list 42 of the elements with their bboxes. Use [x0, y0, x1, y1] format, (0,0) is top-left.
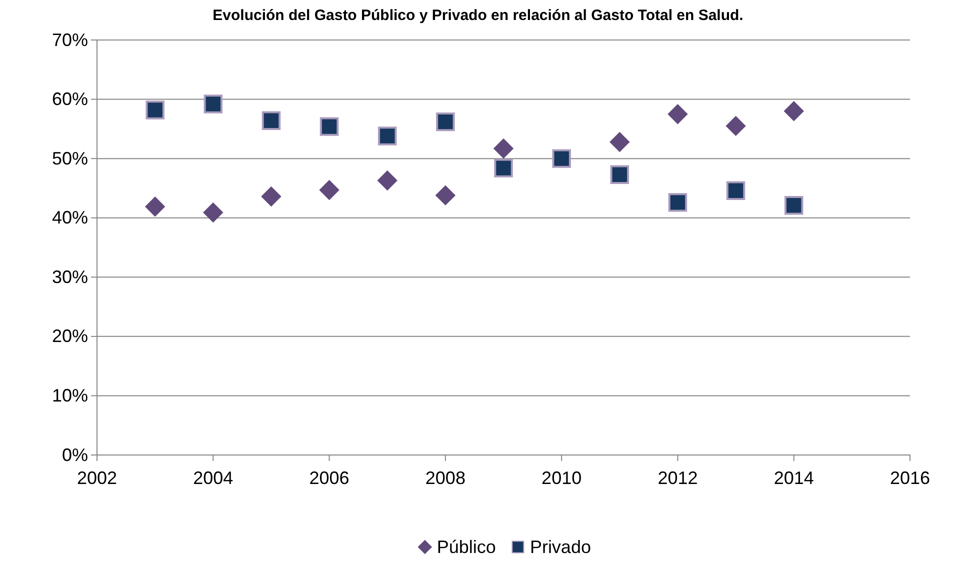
x-tick-label: 2012 [658, 468, 698, 488]
legend-label: Público [436, 537, 496, 557]
point [726, 116, 746, 136]
point [435, 185, 456, 206]
y-tick-label: 60% [52, 89, 88, 110]
y-tick-label: 30% [52, 266, 88, 287]
point [378, 126, 397, 146]
y-tick-label: 10% [52, 385, 88, 406]
point [261, 186, 282, 207]
y-tick-label: 20% [52, 326, 88, 346]
point [493, 138, 514, 159]
x-tick-label: 2016 [890, 468, 930, 488]
point [146, 100, 164, 120]
point [668, 104, 688, 124]
chart-title: Evolución del Gasto Público y Privado en relación al Gasto Total en Salud. [212, 7, 744, 24]
x-tick-label: 2010 [542, 468, 582, 488]
y-tick-label: 0% [62, 444, 88, 465]
point [784, 196, 804, 215]
x-tick-label: 2002 [76, 468, 118, 488]
point [377, 170, 398, 191]
x-tick-label: 2006 [309, 468, 350, 488]
point [436, 112, 455, 132]
x-tick-label: 2004 [193, 468, 234, 488]
y-tick-label: 50% [52, 148, 88, 168]
point [320, 117, 339, 136]
x-tick-label: 2014 [774, 468, 814, 488]
point [494, 158, 513, 178]
point [610, 165, 630, 184]
point [784, 101, 804, 122]
point [144, 196, 166, 217]
point [552, 149, 571, 168]
point [204, 94, 223, 114]
x-tick-label: 2008 [425, 468, 466, 488]
y-tick-label: 70% [52, 30, 88, 50]
point [203, 202, 224, 223]
point [668, 193, 688, 212]
legend-label: Privado [530, 537, 591, 557]
point [319, 180, 340, 200]
point [726, 181, 746, 200]
point [262, 111, 281, 130]
point [610, 132, 630, 152]
y-tick-label: 40% [52, 208, 88, 228]
